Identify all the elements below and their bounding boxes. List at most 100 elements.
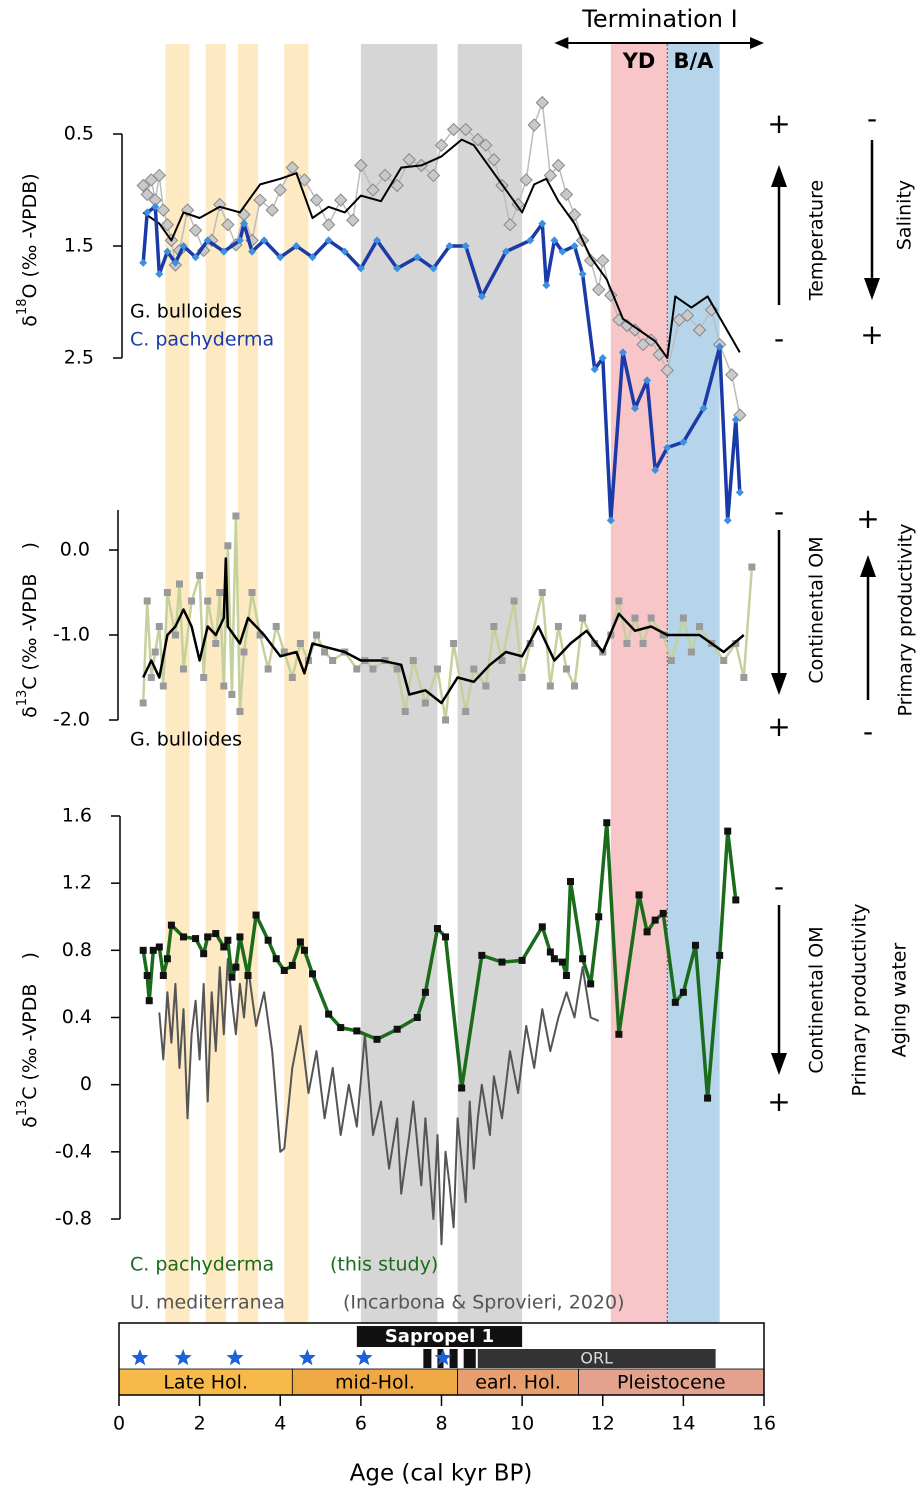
marker: [518, 674, 526, 681]
y-tick-label: 0: [80, 1073, 92, 1095]
marker: [639, 640, 647, 647]
marker: [433, 925, 441, 933]
marker: [296, 938, 304, 946]
y-tick-label: 0.5: [64, 123, 94, 145]
marker: [679, 614, 687, 622]
marker: [409, 657, 417, 664]
marker: [220, 682, 228, 690]
legend-label: U. mediterranea: [130, 1292, 285, 1314]
marker: [160, 218, 175, 232]
marker: [579, 614, 587, 622]
sample-star: [226, 1349, 244, 1366]
marker: [151, 202, 160, 211]
marker: [356, 264, 365, 273]
marker: [470, 665, 478, 673]
band-label: B/A: [673, 49, 714, 73]
y-axis-label-part: 18: [15, 299, 30, 316]
marker: [538, 219, 547, 228]
marker: [735, 488, 744, 497]
orl-box: [477, 1349, 716, 1368]
band: [667, 44, 720, 1323]
annotation-sign: -: [774, 870, 784, 903]
marker: [550, 955, 558, 963]
annotation-sign: -: [863, 715, 873, 748]
legend-source: (Incarbona & Sprovieri, 2020): [343, 1292, 625, 1314]
marker: [216, 589, 224, 596]
annotation-label: Continental OM: [806, 926, 828, 1073]
marker: [324, 236, 333, 245]
marker: [253, 193, 267, 207]
sapropel-piece: [463, 1349, 476, 1368]
marker: [643, 376, 652, 385]
marker: [543, 168, 558, 183]
marker: [570, 242, 579, 250]
marker: [236, 708, 244, 715]
period: [457, 1368, 579, 1396]
marker: [592, 282, 606, 297]
x-tick-label: 12: [591, 1413, 615, 1435]
marker: [635, 891, 643, 899]
marker: [651, 466, 660, 474]
marker: [679, 438, 688, 446]
marker: [696, 623, 703, 630]
marker: [139, 946, 147, 954]
marker: [538, 589, 546, 596]
legend-label: C. pachyderma: [130, 329, 274, 351]
marker: [155, 943, 163, 951]
marker: [731, 415, 740, 424]
marker: [204, 597, 212, 605]
y-axis-label-part: δ: [19, 706, 41, 718]
y-axis-label-part: δ: [19, 1116, 41, 1128]
marker: [542, 281, 551, 290]
marker: [240, 648, 248, 656]
x-tick-label: 4: [274, 1413, 286, 1435]
marker: [264, 936, 272, 944]
marker: [498, 958, 506, 966]
marker: [510, 597, 518, 605]
annotation-sign: -: [867, 102, 877, 135]
marker: [221, 218, 235, 232]
legend-label: G. bulloides: [130, 301, 242, 323]
marker: [571, 682, 579, 690]
marker: [748, 563, 756, 571]
y-tick-label: -2.0: [53, 709, 90, 731]
sample-star: [355, 1349, 373, 1366]
marker: [442, 716, 450, 724]
x-tick-label: 16: [752, 1413, 776, 1435]
marker: [442, 933, 450, 941]
marker: [421, 988, 429, 996]
marker: [256, 631, 264, 639]
marker: [587, 980, 595, 988]
marker: [445, 242, 454, 250]
y-tick-label: 1.5: [64, 235, 94, 257]
x-tick-label: 8: [435, 1413, 447, 1435]
marker: [280, 966, 288, 974]
marker: [321, 648, 329, 656]
marker: [152, 168, 167, 183]
marker: [716, 951, 724, 959]
arrow-head: [750, 37, 764, 49]
y-axis-label: δ18O (‰ -VPDB): [15, 173, 41, 326]
y-tick-label: 0.0: [60, 539, 90, 561]
marker: [720, 657, 728, 664]
marker: [272, 623, 280, 630]
marker: [732, 896, 740, 904]
marker: [583, 253, 598, 268]
y-axis-label: δ13C (‰ -VPDB ): [15, 952, 41, 1128]
period-label: Late Hol.: [163, 1372, 248, 1394]
marker: [192, 935, 200, 943]
marker: [692, 323, 707, 337]
marker: [691, 941, 699, 949]
arrow-head: [864, 278, 880, 300]
marker: [671, 998, 679, 1006]
marker: [598, 354, 607, 362]
marker: [143, 208, 152, 217]
marker: [603, 819, 611, 827]
marker: [527, 118, 541, 132]
marker: [265, 203, 279, 217]
marker: [366, 183, 380, 197]
y-axis-label-part: C (‰ -VPDB ): [19, 952, 41, 1100]
timeline-frame: [118, 1322, 765, 1396]
marker: [458, 1084, 466, 1092]
